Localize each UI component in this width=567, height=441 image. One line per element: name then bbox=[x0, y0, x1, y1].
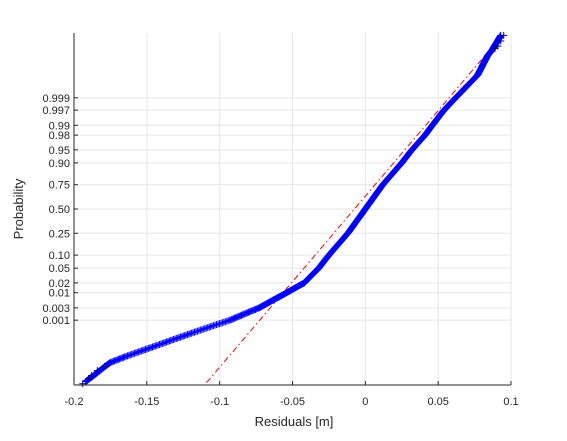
data-point bbox=[93, 367, 101, 375]
data-point bbox=[85, 375, 93, 383]
x-tick-label: 0.05 bbox=[427, 396, 448, 408]
y-tick-label: 0.001 bbox=[42, 315, 70, 327]
y-tick-label: 0.10 bbox=[49, 250, 70, 262]
y-tick-label: 0.75 bbox=[49, 180, 70, 192]
y-tick-label: 0.999 bbox=[42, 93, 70, 105]
data-point bbox=[494, 42, 502, 50]
reference-line-group bbox=[206, 35, 503, 383]
y-tick-label: 0.99 bbox=[49, 120, 70, 132]
x-tick-label: -0.15 bbox=[134, 396, 159, 408]
y-tick-label: 0.003 bbox=[42, 303, 70, 315]
y-tick-label: 0.997 bbox=[42, 105, 70, 117]
x-axis-title: Residuals [m] bbox=[255, 414, 334, 429]
y-tick-label: 0.05 bbox=[49, 263, 70, 275]
x-tick-label: 0.1 bbox=[503, 396, 518, 408]
data-point bbox=[497, 37, 505, 45]
x-tick-label: -0.1 bbox=[210, 396, 229, 408]
y-tick-label: 0.25 bbox=[49, 228, 70, 240]
data-point bbox=[79, 380, 87, 388]
y-tick-label: 0.50 bbox=[49, 204, 70, 216]
y-tick-label: 0.98 bbox=[49, 130, 70, 142]
data-point bbox=[101, 363, 109, 371]
x-tick-label: -0.05 bbox=[280, 396, 305, 408]
y-tick-label: 0.02 bbox=[49, 278, 70, 290]
x-tick-labels: -0.2 -0.15 -0.1 -0.05 0 0.05 0.1 bbox=[65, 396, 519, 408]
data-point bbox=[500, 31, 508, 39]
x-tick-label: -0.2 bbox=[65, 396, 84, 408]
y-tick-label: 0.90 bbox=[49, 158, 70, 170]
x-tick-label: 0 bbox=[362, 396, 368, 408]
data-series bbox=[79, 31, 508, 388]
data-point bbox=[87, 372, 95, 380]
y-tick-label: 0.95 bbox=[49, 145, 70, 157]
y-axis-title: Probability bbox=[11, 178, 26, 239]
axes bbox=[73, 33, 512, 386]
reference-line bbox=[206, 35, 503, 383]
y-tick-label: 0.01 bbox=[49, 288, 70, 300]
